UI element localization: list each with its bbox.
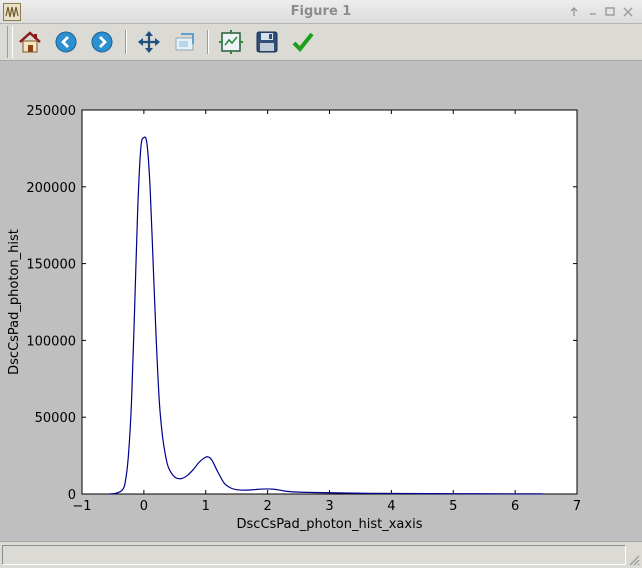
line-chart[interactable]: −1 0 1 2 3 4 5 6 7050000100000150000200000250000… xyxy=(0,61,642,541)
x-tick-label: 6 xyxy=(511,499,519,514)
status-bar xyxy=(0,541,642,568)
y-tick-label: 250000 xyxy=(26,104,76,119)
minimize-button[interactable] xyxy=(585,4,601,20)
window-title: Figure 1 xyxy=(290,4,352,19)
app-icon[interactable] xyxy=(3,3,21,21)
y-tick-label: 0 xyxy=(68,488,76,503)
shade-button[interactable] xyxy=(566,4,582,20)
series-line xyxy=(109,136,543,495)
axes-area xyxy=(81,109,578,495)
close-button[interactable] xyxy=(620,4,636,20)
checkmark-icon xyxy=(292,32,314,52)
x-axis-label: DscCsPad_photon_hist_xaxis xyxy=(237,517,423,532)
y-tick-label: 50000 xyxy=(35,411,76,426)
x-tick-label: 3 xyxy=(325,499,333,514)
x-tick-label: −1 xyxy=(72,499,91,514)
close-icon xyxy=(623,7,633,17)
x-tick-label: 1 xyxy=(202,499,210,514)
x-tick-label: 7 xyxy=(573,499,581,514)
up-arrow-icon xyxy=(570,7,578,16)
edit-button[interactable] xyxy=(288,27,318,57)
home-button[interactable] xyxy=(15,27,45,57)
toolbar-separator xyxy=(207,30,209,54)
x-tick-label: 2 xyxy=(263,499,271,514)
maximize-button[interactable] xyxy=(602,4,618,20)
y-tick-label: 150000 xyxy=(26,258,76,273)
status-message xyxy=(2,545,626,565)
save-floppy-icon xyxy=(256,31,278,53)
maximize-icon xyxy=(605,7,615,16)
waveform-icon xyxy=(5,6,19,18)
resize-grip-icon[interactable] xyxy=(628,554,640,566)
x-tick-label: 0 xyxy=(140,499,148,514)
forward-button[interactable] xyxy=(87,27,117,57)
minimize-icon xyxy=(590,13,596,15)
y-axis-label: DscCsPad_photon_hist xyxy=(7,229,22,375)
subplots-config-icon xyxy=(219,30,243,54)
home-icon xyxy=(19,31,41,53)
zoom-button[interactable] xyxy=(170,27,200,57)
subplots-button[interactable] xyxy=(216,27,246,57)
x-tick-label: 5 xyxy=(449,499,457,514)
toolbar-separator xyxy=(125,30,127,54)
y-tick-label: 100000 xyxy=(26,334,76,349)
toolbar-grip[interactable] xyxy=(7,26,13,58)
pan-button[interactable] xyxy=(134,27,164,57)
zoom-rect-icon xyxy=(175,33,194,51)
save-button[interactable] xyxy=(252,27,282,57)
back-arrow-icon xyxy=(55,31,77,53)
back-button[interactable] xyxy=(51,27,81,57)
title-bar[interactable]: Figure 1 xyxy=(0,0,642,24)
x-tick-label: 4 xyxy=(387,499,395,514)
pan-move-icon xyxy=(138,31,160,53)
axis-ticks xyxy=(81,109,578,495)
y-tick-label: 200000 xyxy=(26,181,76,196)
navigation-toolbar xyxy=(0,24,642,61)
forward-arrow-icon xyxy=(91,31,113,53)
